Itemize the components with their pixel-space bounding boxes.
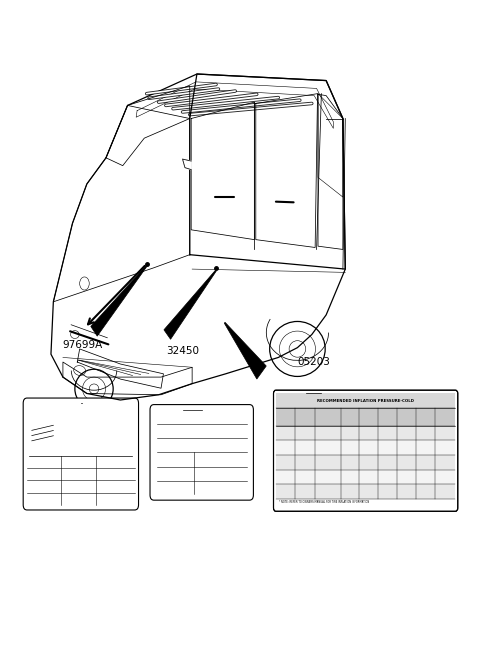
FancyBboxPatch shape bbox=[150, 405, 253, 500]
Text: 97699A: 97699A bbox=[62, 340, 102, 350]
Bar bbox=[276, 394, 456, 408]
Bar bbox=[276, 484, 456, 499]
FancyBboxPatch shape bbox=[23, 398, 139, 510]
Polygon shape bbox=[224, 322, 266, 379]
Text: 05203: 05203 bbox=[298, 358, 330, 367]
Bar bbox=[276, 426, 456, 440]
Bar bbox=[276, 470, 456, 484]
Text: * NOTE: REFER TO OWNERS MANUAL FOR TIRE INFLATION INFORMATION: * NOTE: REFER TO OWNERS MANUAL FOR TIRE … bbox=[279, 500, 369, 504]
Bar bbox=[276, 455, 456, 470]
Text: 32450: 32450 bbox=[166, 346, 199, 356]
Polygon shape bbox=[91, 265, 147, 336]
FancyBboxPatch shape bbox=[274, 390, 458, 511]
Bar bbox=[276, 440, 456, 455]
Bar bbox=[276, 408, 456, 426]
Polygon shape bbox=[164, 270, 216, 339]
Text: RECOMMENDED INFLATION PRESSURE-COLD: RECOMMENDED INFLATION PRESSURE-COLD bbox=[317, 399, 414, 403]
Polygon shape bbox=[182, 159, 191, 170]
